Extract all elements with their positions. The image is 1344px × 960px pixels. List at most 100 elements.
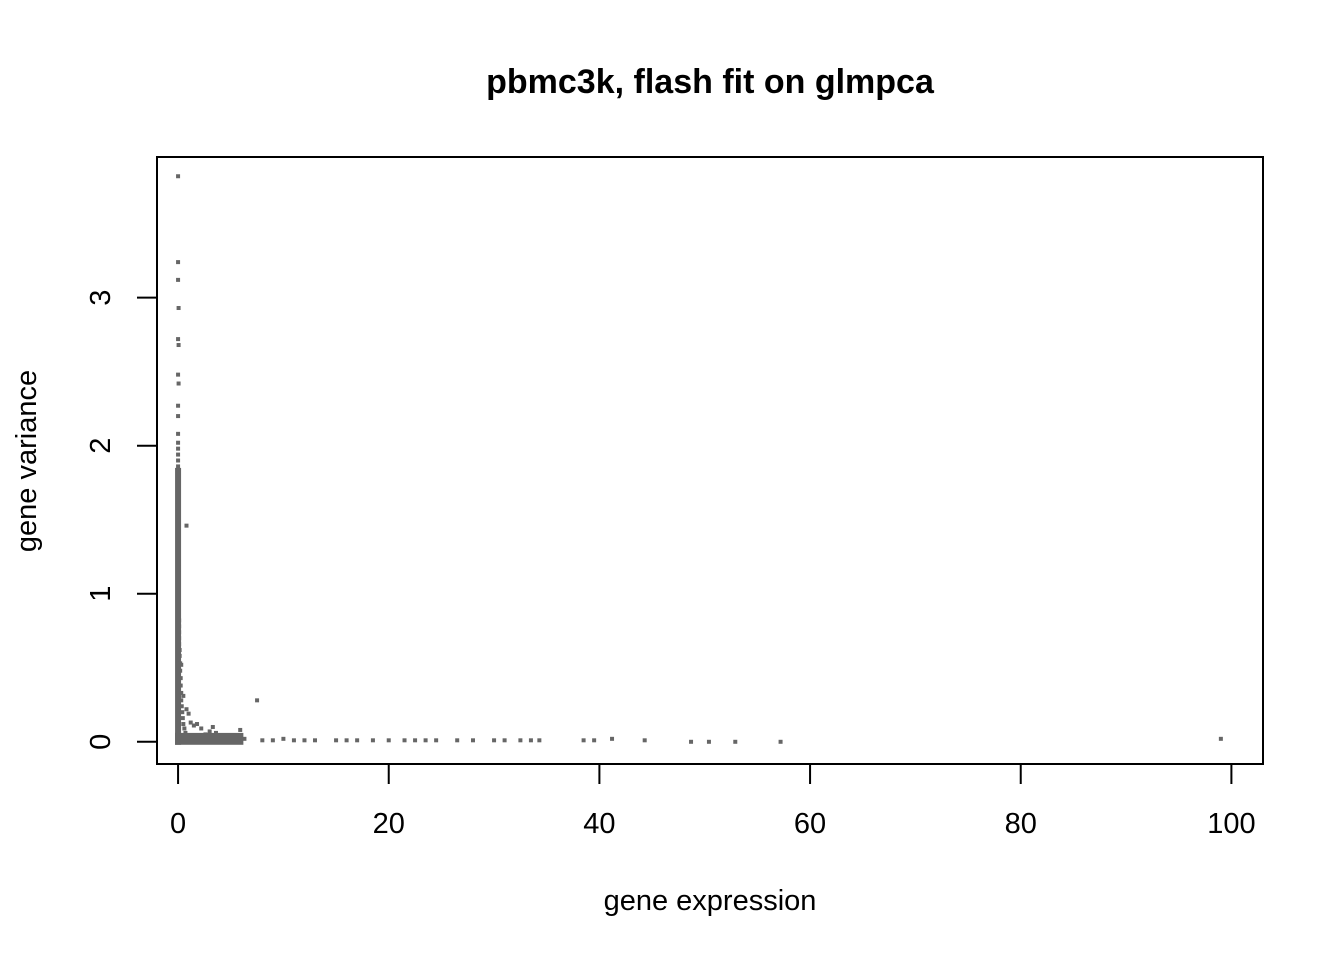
x-tick-label: 100 [1207,808,1255,840]
data-point [218,733,223,738]
data-point [228,736,233,741]
dense-points-band [175,467,182,745]
data-point [402,738,407,743]
data-point [537,738,542,743]
data-point [270,738,275,743]
data-point [176,476,181,481]
data-point [176,452,181,457]
data-point [177,636,182,641]
data-point [186,711,191,716]
y-tick-label: 0 [85,734,117,750]
data-point [176,277,181,282]
data-point [181,693,186,698]
data-point [176,606,181,611]
x-axis-label: gene expression [604,885,817,917]
data-point [355,738,360,743]
data-point [492,738,497,743]
data-point [210,724,215,729]
data-point [176,535,181,540]
plot-frame [156,156,1264,765]
data-point [176,612,181,617]
data-point [386,738,391,743]
y-axis-label: gene variance [11,370,43,552]
data-point [176,594,181,599]
y-tick-label: 3 [85,290,117,306]
data-point [176,260,181,265]
data-point [291,738,296,743]
data-point [179,698,184,703]
data-point [689,739,694,744]
data-point [199,726,204,731]
data-point [223,735,228,740]
data-point [179,662,184,667]
data-point [195,722,200,727]
data-point [471,738,475,743]
y-tick-label: 2 [85,438,117,454]
data-point [177,624,182,629]
data-point [176,582,181,587]
data-point [176,337,181,342]
data-point [178,676,183,681]
data-point [178,683,183,688]
data-point [176,600,181,605]
data-point [176,174,181,179]
data-points [175,174,1223,745]
data-point [610,736,615,741]
data-point [180,710,185,715]
data-point [176,505,181,510]
data-point [176,372,181,377]
data-point [455,738,460,743]
data-point [281,736,286,741]
data-point [176,403,181,408]
x-tick-label: 40 [583,808,615,840]
data-point [176,414,181,419]
data-point [176,499,181,504]
data-point [176,571,181,576]
data-point [176,565,181,570]
data-point [234,735,238,740]
data-point [176,576,181,581]
data-point [242,736,247,741]
data-point [176,431,181,436]
x-tick-label: 60 [794,808,826,840]
data-point [313,738,317,743]
data-point [778,739,783,744]
data-point [177,630,182,635]
data-point [176,458,181,463]
data-point [203,732,208,737]
data-point [176,306,181,311]
x-tick-label: 0 [170,808,186,840]
data-point [434,738,439,743]
data-point [176,446,181,451]
data-point [581,738,586,743]
data-point [176,381,181,386]
data-point [176,523,181,528]
data-point [183,730,188,735]
data-point [176,482,181,487]
data-point [179,704,184,709]
data-point [413,738,418,743]
data-point [370,738,375,743]
data-point [528,738,533,743]
data-point [423,738,428,743]
data-point [177,653,182,658]
data-point [302,738,307,743]
data-point [176,494,181,499]
data-point [176,343,181,348]
x-tick-label: 80 [1005,808,1037,840]
data-point [255,698,260,703]
data-point [176,553,181,558]
data-point [176,440,181,445]
data-point [642,738,647,743]
data-point [176,470,181,475]
data-point [177,642,182,647]
data-point [592,738,597,743]
data-point [176,559,181,564]
data-point [502,738,507,743]
data-point [176,511,181,516]
data-point [176,517,181,522]
chart-title: pbmc3k, flash fit on glmpca [486,63,935,101]
data-point [182,726,187,731]
data-point [178,668,183,673]
